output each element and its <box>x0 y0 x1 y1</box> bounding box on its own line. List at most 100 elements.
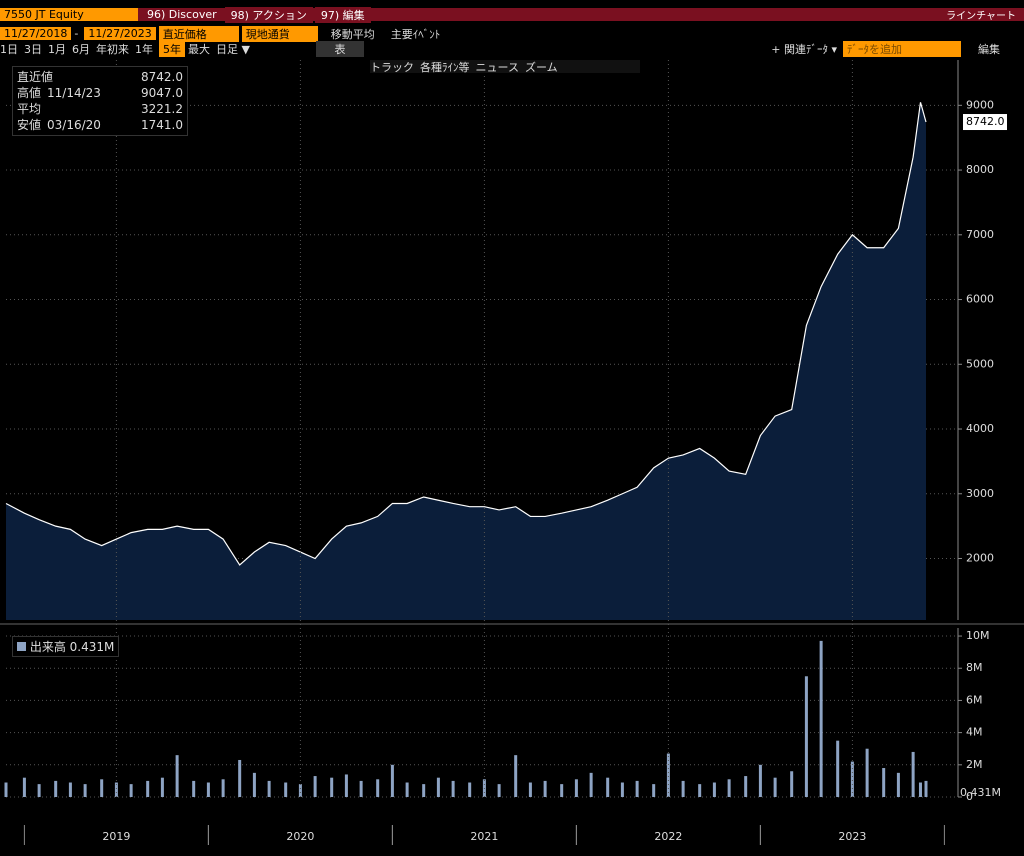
volume-bar <box>574 779 578 797</box>
price-line <box>5 102 927 566</box>
volume-bar <box>896 772 900 797</box>
volume-bar <box>100 779 104 797</box>
price[interactable]: 直近価格 <box>158 25 239 42</box>
volume-bar <box>681 780 685 797</box>
volume-bar <box>451 780 455 797</box>
chart: 2000 3000 4000 5000 6000 7000 8000 9000 8742.0 0 2… <box>0 60 1024 845</box>
periods: 1日 3日 1月 6月 年初来 1年 5年 最大 <box>0 40 216 57</box>
volume-bar <box>528 782 532 797</box>
events[interactable]: 主要ｲﾍﾞﾝﾄ <box>390 27 441 41</box>
toolbar: 11/27/2018- 11/27/2023 直近価格 現地通貨 移動平均 主要… <box>0 25 1024 42</box>
volume-bar <box>819 640 823 797</box>
label: 直近値 <box>17 70 54 84</box>
value: 0.431M <box>69 640 115 654</box>
y-tick-label: 8M <box>966 661 983 674</box>
button[interactable]: 6月 <box>72 42 90 56</box>
button[interactable]: 年初来 <box>96 42 129 56</box>
volume-bar <box>146 780 150 797</box>
volume-bar <box>850 761 854 797</box>
volume-bar <box>698 784 702 797</box>
button[interactable]: 最大 <box>188 42 210 56</box>
label: 安値 <box>17 118 42 132</box>
y-tick-label: 3000 <box>966 487 994 500</box>
x-tick-label: 2021 <box>470 830 498 843</box>
swatch <box>17 642 26 651</box>
volume-bar <box>620 782 624 797</box>
button[interactable]: ズーム <box>524 60 558 74</box>
ticker[interactable]: 7550 JT Equity <box>0 8 138 21</box>
y-tick-label: 2000 <box>966 551 994 564</box>
y-tick-label: 2M <box>966 758 983 771</box>
area-fill <box>6 102 926 620</box>
volume-bar <box>652 784 656 797</box>
legend: 直近値 8742.0 高値 11/14/23 9047.0 平均 3221.2 安値 03… <box>12 66 188 136</box>
end-date[interactable]: 11/27/2023 <box>84 27 156 40</box>
value: 3221.2 <box>141 102 183 116</box>
add-data[interactable]: ﾃﾞｰﾀを追加 <box>843 40 961 57</box>
volume-bar <box>175 755 179 797</box>
volume-bar <box>4 782 8 797</box>
volume-bar <box>83 784 87 797</box>
button[interactable]: 1年 <box>135 42 153 56</box>
header: 7550 JT Equity 96) Discover 98) アクション 97… <box>0 6 1024 23</box>
edit[interactable]: 編集 <box>978 42 1000 56</box>
start-date[interactable]: 11/27/2018 <box>0 27 72 40</box>
button[interactable]: 1月 <box>48 42 66 56</box>
volume-bar <box>436 777 440 797</box>
volume-bar <box>924 780 928 797</box>
y-tick-label: 6000 <box>966 293 994 306</box>
currency[interactable]: 現地通貨 <box>241 25 318 42</box>
related[interactable]: + 関連ﾃﾞｰﾀ ▾ <box>771 42 837 56</box>
volume-bar <box>635 780 639 797</box>
date: 11/14/23 <box>47 86 101 100</box>
volume-bar <box>252 772 256 797</box>
button[interactable]: ニュース <box>475 60 519 74</box>
table[interactable]: 表 <box>315 40 364 57</box>
volume-bar <box>160 777 164 797</box>
volume-bar <box>330 777 334 797</box>
menu[interactable]: 97) 編集 <box>314 6 371 23</box>
volume-bar <box>267 780 271 797</box>
volume-bar <box>758 764 762 797</box>
volume-bar <box>543 780 547 797</box>
volume-bar <box>865 748 869 797</box>
volume-bar <box>918 782 922 797</box>
volume-bar <box>804 676 808 797</box>
button[interactable]: 各種ﾗｲﾝ等 <box>420 60 470 74</box>
button[interactable]: トラック <box>370 60 414 74</box>
menu[interactable]: 96) Discover <box>141 8 223 21</box>
volume-bar <box>422 784 426 797</box>
volume-bar <box>712 782 716 797</box>
volume-bar <box>68 782 72 797</box>
volume-bar <box>344 774 348 797</box>
button[interactable]: 3日 <box>24 42 42 56</box>
volume-bar <box>744 776 748 797</box>
button[interactable]: 5年 <box>159 40 185 57</box>
y-tick-label: 0 <box>966 790 973 803</box>
y-tick-label: 6M <box>966 693 983 706</box>
volume-bar <box>560 784 564 797</box>
volume-bar <box>206 782 210 797</box>
volume-bar <box>313 776 317 797</box>
label: 高値 <box>17 86 42 100</box>
volume-bar <box>359 780 363 797</box>
volume-bar <box>911 751 915 797</box>
x-tick-label: 2023 <box>838 830 866 843</box>
y-tick-label: 7000 <box>966 228 994 241</box>
y-tick-label: 9000 <box>966 98 994 111</box>
volume-bar <box>666 753 670 797</box>
y-tick-label: 4M <box>966 726 983 739</box>
ma[interactable]: 移動平均 <box>330 27 375 41</box>
freq[interactable]: 日足 ▼ <box>216 42 250 56</box>
button[interactable]: 1日 <box>0 42 18 56</box>
menu[interactable]: 98) アクション <box>224 6 313 23</box>
volume-bar <box>468 782 472 797</box>
volume-bar <box>129 784 133 797</box>
volume-bar <box>773 777 777 797</box>
volume-bar <box>589 772 593 797</box>
volume-bar <box>238 759 242 797</box>
date: 03/16/20 <box>47 118 101 132</box>
volume-bar <box>497 784 501 797</box>
y-tick-label: 4000 <box>966 422 994 435</box>
